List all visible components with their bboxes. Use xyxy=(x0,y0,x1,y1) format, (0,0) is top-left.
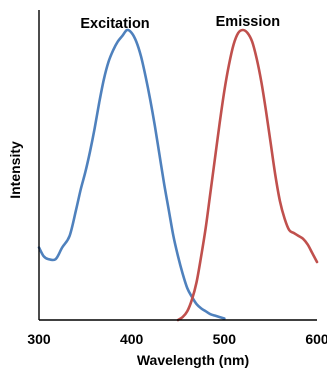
x-tick-label: 600 xyxy=(305,331,327,347)
y-axis-label: Intensity xyxy=(7,141,23,199)
x-tick-label: 300 xyxy=(27,331,51,347)
excitation-label: Excitation xyxy=(80,16,149,32)
x-tick-label: 400 xyxy=(120,331,144,347)
excitation-series-line xyxy=(37,28,226,320)
x-axis-label: Wavelength (nm) xyxy=(137,352,249,368)
emission-series-line xyxy=(176,28,319,322)
emission-label: Emission xyxy=(216,14,280,30)
x-tick-label: 500 xyxy=(213,331,237,347)
